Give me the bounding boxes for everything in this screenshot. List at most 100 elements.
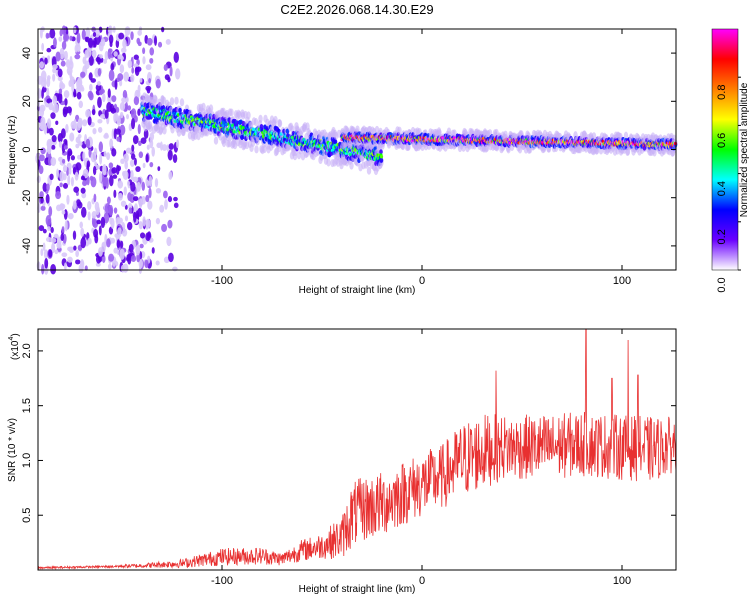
spectrogram-noise-mark — [117, 192, 123, 201]
spectrogram-noise-mark — [149, 132, 155, 141]
spectrogram-noise-mark — [45, 215, 52, 226]
spectrogram-noise-mark — [46, 142, 52, 155]
spectrogram-peak-mark — [251, 127, 256, 132]
spectrogram-noise-mark — [74, 44, 78, 53]
spectrogram-noise-mark — [65, 123, 69, 133]
spectrogram-noise-mark — [92, 32, 97, 38]
spectrogram-noise-mark — [123, 71, 130, 82]
snr-x-tick-label: 100 — [613, 575, 631, 587]
snr-y-tick-label: 1.5 — [21, 398, 33, 413]
spectrogram-noise-mark — [85, 27, 91, 39]
spectrogram-noise-mark — [50, 157, 57, 167]
spectrogram-noise-mark — [149, 57, 154, 64]
spectrogram-noise-mark — [132, 135, 139, 145]
spectrogram-noise-mark — [63, 138, 68, 145]
spectrogram-noise-mark — [55, 51, 61, 62]
spectrogram-noise-mark — [64, 98, 68, 106]
spectrogram-noise-mark — [148, 78, 152, 84]
spectrogram-noise-mark — [36, 261, 41, 271]
spectrogram-noise-mark — [151, 146, 155, 157]
spectrogram-noise-mark — [60, 203, 66, 210]
spectrogram-noise-mark — [97, 126, 103, 133]
spectrogram-noise-mark — [107, 25, 113, 35]
spectrogram-noise-mark — [108, 69, 115, 81]
spectrogram-noise-mark — [52, 73, 56, 82]
spectrogram-noise-mark — [116, 239, 121, 249]
spectrogram-noise-mark — [103, 58, 108, 64]
spectrogram-noise-mark — [111, 128, 115, 140]
spectrogram-noise-mark — [109, 175, 114, 187]
spectrogram-noise-mark — [141, 181, 146, 191]
spectrogram-track-mark — [178, 107, 182, 113]
spectrogram-noise-mark — [113, 189, 117, 198]
spectrogram-noise-mark — [117, 227, 122, 238]
spectrogram-haze-mark — [452, 129, 457, 138]
spectrogram-noise-mark — [115, 128, 121, 135]
spectrogram-noise-mark — [137, 108, 141, 116]
spectrogram-noise-mark — [40, 205, 46, 211]
spectrogram-noise-mark — [44, 57, 48, 65]
spectrogram-noise-mark — [80, 206, 87, 218]
spectrogram-noise-mark — [72, 200, 77, 210]
spectrogram-noise-mark — [57, 75, 63, 82]
spectrogram-noise-mark — [98, 225, 102, 236]
spectrogram-noise-mark — [119, 101, 126, 111]
spectrogram-noise-mark — [50, 112, 56, 119]
snr-y-tick-label: 1.0 — [21, 453, 33, 468]
spectrogram-noise-mark — [67, 174, 71, 186]
spectrogram-noise-mark — [145, 218, 151, 229]
spectrogram-y-tick-label: 40 — [21, 47, 33, 59]
spectrogram-noise-mark — [100, 38, 106, 47]
spectrogram-noise-mark — [121, 47, 127, 54]
spectrogram-noise-mark — [176, 139, 180, 149]
spectrogram-noise-mark — [97, 68, 102, 77]
spectrogram-noise-mark — [135, 244, 141, 256]
spectrogram-noise-mark — [155, 217, 161, 225]
spectrogram-noise-mark — [149, 47, 155, 56]
spectrogram-noise-mark — [113, 207, 118, 214]
spectrogram-noise-mark — [102, 93, 106, 103]
spectrogram-noise-mark — [42, 182, 48, 193]
spectrogram-noise-mark — [106, 238, 111, 248]
spectrogram-noise-mark — [117, 165, 121, 172]
spectrogram-noise-mark — [124, 215, 129, 222]
spectrogram-noise-mark — [87, 211, 91, 221]
spectrogram-noise-mark — [94, 161, 98, 167]
spectrogram-noise-mark — [159, 204, 165, 213]
spectrogram-noise-mark — [173, 202, 179, 209]
snr-panel: -100 0 100 0.5 1.0 1.5 2.0 Height of straight… — [7, 328, 677, 595]
spectrogram-noise-mark — [99, 153, 103, 165]
spectrogram-noise-mark — [40, 248, 44, 257]
spectrogram-noise-mark — [141, 195, 146, 205]
colorbar-tick-label: 0.4 — [716, 181, 728, 196]
spectrogram-noise-mark — [63, 145, 68, 150]
spectrogram-x-ticks: -100 0 100 — [211, 29, 631, 287]
spectrogram-noise-mark — [125, 147, 132, 154]
spectrogram-noise-mark — [104, 109, 109, 119]
spectrogram-noise-mark — [61, 40, 67, 50]
spectrogram-noise-mark — [51, 242, 56, 254]
spectrogram-noise-mark — [167, 149, 173, 161]
spectrogram-noise-mark — [90, 176, 97, 188]
spectrogram-noise-mark — [92, 165, 97, 176]
spectrogram-y-tick-label: -20 — [21, 190, 33, 206]
snr-x-axis-label: Height of straight line (km) — [299, 584, 416, 595]
spectrogram-noise-mark — [62, 108, 68, 118]
spectrogram-noise-mark — [73, 92, 77, 97]
spectrogram-noise-mark — [97, 119, 103, 124]
spectrogram-noise-mark — [100, 216, 106, 229]
spectrogram-noise-mark — [135, 166, 141, 172]
spectrogram-noise-mark — [105, 179, 109, 189]
spectrogram-noise-mark — [122, 39, 127, 49]
spectrogram-noise-mark — [138, 198, 143, 209]
spectrogram-noise-mark — [155, 260, 160, 266]
spectrogram-noise-mark — [124, 26, 131, 36]
figure-title: C2E2.2026.068.14.30.E29 — [280, 2, 433, 17]
spectrogram-noise-mark — [138, 258, 143, 269]
spectrogram-noise-mark — [93, 193, 97, 203]
spectrogram-noise-mark — [129, 159, 135, 167]
spectrogram-noise-mark — [121, 228, 128, 237]
snr-line-marks — [37, 328, 677, 571]
spectrogram-x-axis-label: Height of straight line (km) — [299, 285, 416, 296]
